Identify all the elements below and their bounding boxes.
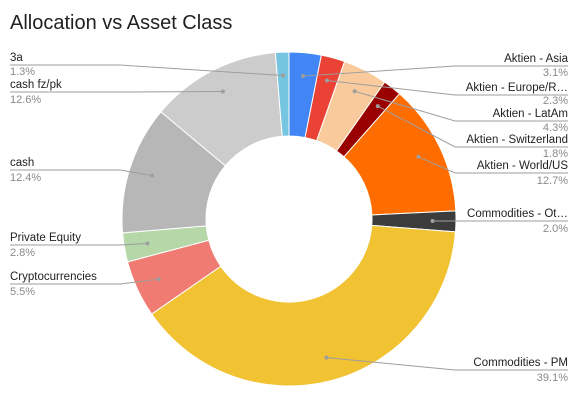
slice-label-cash: cash [10, 157, 34, 169]
leader-dot-commodities-ot [430, 219, 435, 224]
slice-label-commodities-ot: Commodities - Ot… [467, 208, 568, 220]
slice-label-private-equity: Private Equity [10, 232, 81, 244]
slice-value-private-equity: 2.8% [10, 247, 35, 259]
leader-line-private-equity [10, 242, 148, 246]
leader-dot-aktien-world-us [416, 154, 421, 159]
leader-line-aktien-latam [354, 90, 568, 122]
leader-dot-cash-fz-pk [220, 89, 225, 94]
leader-dot-aktien-switzerland [375, 104, 380, 109]
slice-value-cryptocurrencies: 5.5% [10, 286, 35, 298]
slice-value-aktien-europe-r: 2.3% [543, 95, 568, 107]
slice-value-aktien-latam: 4.3% [543, 122, 568, 134]
slice-value-3a: 1.3% [10, 66, 35, 78]
slice-label-aktien-world-us: Aktien - World/US [477, 160, 569, 172]
leader-line-cash-fz-pk [10, 90, 223, 93]
slice-label-aktien-asia: Aktien - Asia [504, 53, 569, 65]
slice-label-commodities-pm: Commodities - PM [473, 357, 568, 369]
slice-label-3a: 3a [10, 52, 23, 64]
leader-dot-aktien-asia [300, 74, 305, 79]
slice-value-commodities-ot: 2.0% [543, 223, 568, 235]
leader-dot-aktien-europe-r [324, 78, 329, 83]
leader-line-3a [10, 64, 284, 76]
leader-line-aktien-switzerland [377, 105, 568, 148]
slice-3a[interactable] [274, 51, 290, 137]
leader-dot-aktien-latam [352, 89, 357, 94]
slice-value-cash-fz-pk: 12.6% [10, 94, 41, 106]
leader-dot-3a [281, 73, 286, 78]
leader-dot-commodities-pm [324, 355, 329, 360]
slice-label-aktien-europe-r: Aktien - Europe/R… [466, 82, 568, 94]
slice-label-cash-fz-pk: cash fz/pk [10, 79, 62, 91]
leader-line-cash [10, 169, 153, 177]
slice-label-aktien-latam: Aktien - LatAm [493, 108, 568, 120]
slice-label-aktien-switzerland: Aktien - Switzerland [466, 134, 568, 146]
slice-value-cash: 12.4% [10, 172, 41, 184]
leader-line-aktien-europe-r [326, 79, 568, 96]
slice-value-aktien-asia: 3.1% [543, 67, 568, 79]
leader-dot-cash [150, 173, 155, 178]
leader-dot-cryptocurrencies [156, 277, 161, 282]
slice-value-aktien-world-us: 12.7% [537, 175, 568, 187]
slice-commodities-pm[interactable] [150, 224, 457, 387]
leader-line-commodities-pm [326, 357, 568, 371]
slice-label-cryptocurrencies: Cryptocurrencies [10, 271, 97, 283]
leader-line-aktien-asia [302, 65, 568, 77]
leader-line-cryptocurrencies [10, 278, 159, 285]
slice-value-aktien-switzerland: 1.8% [543, 148, 568, 160]
leader-line-aktien-world-us [418, 156, 568, 174]
leader-dot-private-equity [145, 241, 150, 246]
slice-value-commodities-pm: 39.1% [537, 372, 568, 384]
chart-title: Allocation vs Asset Class [10, 12, 233, 34]
